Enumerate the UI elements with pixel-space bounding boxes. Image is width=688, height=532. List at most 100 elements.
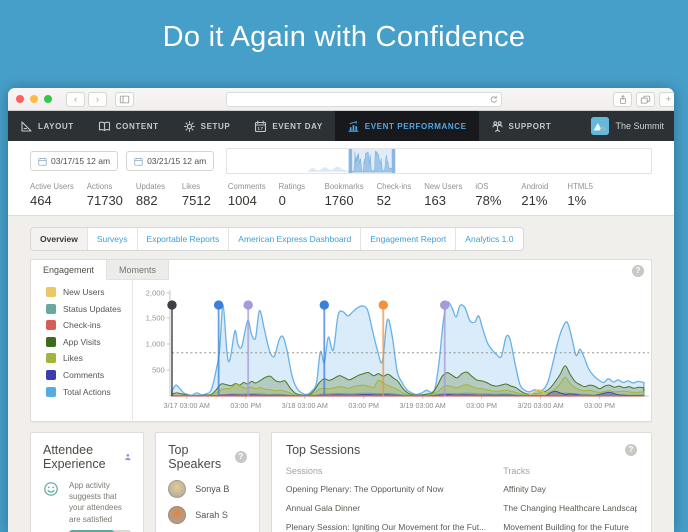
legend-item-check-ins[interactable]: Check-ins [46, 320, 132, 331]
app-nav-items: LAYOUT CONTENT SETUP 17 EVENT DAY EVENT PERFO… [8, 111, 563, 141]
setup-gear-icon [183, 120, 196, 133]
zoom-window-button[interactable] [44, 95, 52, 103]
date-to-value: 03/21/15 12 am [147, 156, 207, 166]
moment-marker-1[interactable] [213, 300, 224, 396]
address-bar[interactable] [226, 91, 502, 107]
svg-text:3/18 03:00 AM: 3/18 03:00 AM [282, 402, 328, 410]
stats-bar: 03/17/15 12 am 03/21/15 12 am Active Use… [8, 141, 674, 216]
engagement-chart-card: Engagement Moments ? New Users Status Upda… [30, 259, 652, 422]
attendee-items: App activity suggests that your attendee… [43, 480, 132, 532]
share-icon[interactable] [613, 91, 632, 107]
sessions-help-icon[interactable]: ? [625, 444, 637, 456]
legend-label: Likes [63, 353, 83, 364]
stat-value: 21% [521, 193, 548, 208]
track-row-0[interactable]: Affinity Day [503, 484, 547, 494]
attendee-card-title: Attendee Experience [43, 443, 106, 471]
moment-marker-2[interactable] [243, 300, 253, 396]
stat-label: Android [521, 182, 549, 191]
brand-name: The Summit [615, 121, 664, 131]
nav-item-event-performance[interactable]: EVENT PERFORMANCE [334, 111, 479, 141]
date-from-value: 03/17/15 12 am [51, 156, 111, 166]
legend-swatch [46, 369, 56, 380]
performance-chart-icon [347, 120, 360, 133]
tab-american-express-dashboard[interactable]: American Express Dashboard [229, 228, 362, 250]
chart-tab-engagement[interactable]: Engagement [31, 260, 108, 280]
legend-item-total-actions[interactable]: Total Actions [46, 386, 132, 397]
minimize-window-button[interactable] [30, 95, 38, 103]
close-window-button[interactable] [16, 95, 24, 103]
date-filter-row: 03/17/15 12 am 03/21/15 12 am [30, 148, 652, 174]
legend-item-new-users[interactable]: New Users [46, 287, 132, 297]
session-row-0[interactable]: Opening Plenary: The Opportunity of Now [285, 484, 444, 494]
summary-cards-row: Attendee Experience App activity suggest… [30, 432, 652, 532]
session-row-2[interactable]: Plenary Session: Igniting Our Movement f… [285, 522, 487, 532]
tab-surveys[interactable]: Surveys [88, 228, 138, 250]
sessions-card-header: Top Sessions ? [286, 443, 637, 457]
tab-overview[interactable]: Overview [31, 228, 88, 250]
legend-swatch [46, 287, 56, 297]
attendee-item-body: App activity suggests that your attendee… [69, 480, 132, 532]
speaker-row-sonya-b[interactable]: Sonya B [168, 480, 247, 498]
moment-marker-0[interactable] [167, 300, 177, 396]
nav-item-layout[interactable]: LAYOUT [8, 111, 86, 141]
attendee-item-0: App activity suggests that your attendee… [43, 480, 132, 532]
stat-label: Active Users [30, 182, 74, 191]
legend-item-status-updates[interactable]: Status Updates [46, 303, 132, 314]
moment-marker-3[interactable] [319, 300, 330, 396]
timeline-brush[interactable] [226, 148, 652, 174]
moment-marker-4[interactable] [378, 300, 388, 396]
top-sessions-card: Top Sessions ? Sessions Opening Plenary:… [270, 432, 652, 532]
chart-help-icon[interactable]: ? [632, 265, 644, 277]
legend-item-likes[interactable]: Likes [46, 353, 132, 364]
nav-item-content[interactable]: CONTENT [86, 111, 171, 141]
timeline-sparkline-chart[interactable] [227, 149, 651, 173]
nav-item-setup[interactable]: SETUP [171, 111, 243, 141]
stat-value: 882 [135, 193, 158, 208]
svg-text:03:00 PM: 03:00 PM [230, 402, 261, 410]
date-from-input[interactable]: 03/17/15 12 am [30, 151, 119, 171]
stat-android: Android 21% [521, 182, 554, 208]
calendar-icon [38, 157, 47, 166]
session-row-1[interactable]: Annual Gala Dinner [285, 503, 361, 513]
chart-legend: New Users Status Updates Check-ins App Visi… [31, 280, 133, 420]
speaker-row-sarah-s[interactable]: Sarah S [168, 506, 247, 524]
sparkline-pre-window [307, 166, 351, 172]
sessions-card-title: Top Sessions [285, 443, 361, 457]
stat-value: 464 [30, 193, 52, 208]
stat-check-ins: Check-ins 52 [377, 182, 412, 208]
brush-handle-right[interactable] [391, 149, 396, 173]
brush-handle-left[interactable] [348, 149, 353, 173]
layout-ruler-icon [20, 120, 33, 133]
tab-exportable-reports[interactable]: Exportable Reports [138, 228, 230, 250]
forward-button[interactable]: › [88, 91, 107, 107]
track-row-2[interactable]: Movement Building for the Future [503, 522, 629, 532]
new-tab-button[interactable]: + [659, 91, 674, 107]
tab-engagement-report[interactable]: Engagement Report [361, 228, 457, 250]
track-row-1[interactable]: The Changing Healthcare Landscape [503, 503, 637, 513]
stat-new-users: New Users 163 [424, 182, 462, 208]
legend-item-comments[interactable]: Comments [46, 369, 132, 380]
event-day-calendar-icon: 17 [254, 120, 267, 133]
nav-item-support[interactable]: SUPPORT [479, 111, 564, 141]
stat-label: Actions [86, 182, 113, 191]
tabs-overview-icon[interactable] [636, 91, 655, 107]
series-total-actions [171, 301, 645, 397]
attendee-progress-fill [69, 529, 114, 532]
moment-marker-5[interactable] [440, 300, 450, 396]
refresh-icon[interactable] [489, 95, 498, 104]
speaker-avatar [168, 480, 187, 498]
browser-nav-buttons: ‹ › [66, 91, 107, 107]
sidebar-toggle-icon[interactable] [115, 91, 134, 107]
speakers-help-icon[interactable]: ? [234, 451, 247, 463]
back-button[interactable]: ‹ [66, 91, 85, 107]
nav-item-event-day[interactable]: 17 EVENT DAY [242, 111, 334, 141]
app-brand[interactable]: The Summit [581, 111, 674, 141]
legend-item-app-visits[interactable]: App Visits [46, 336, 132, 347]
brush-selection[interactable] [350, 149, 394, 173]
chart-tab-moments[interactable]: Moments [107, 260, 170, 280]
nav-item-label: SUPPORT [508, 121, 552, 131]
date-to-input[interactable]: 03/21/15 12 am [126, 151, 215, 171]
tab-analytics-1-0[interactable]: Analytics 1.0 [465, 234, 514, 244]
